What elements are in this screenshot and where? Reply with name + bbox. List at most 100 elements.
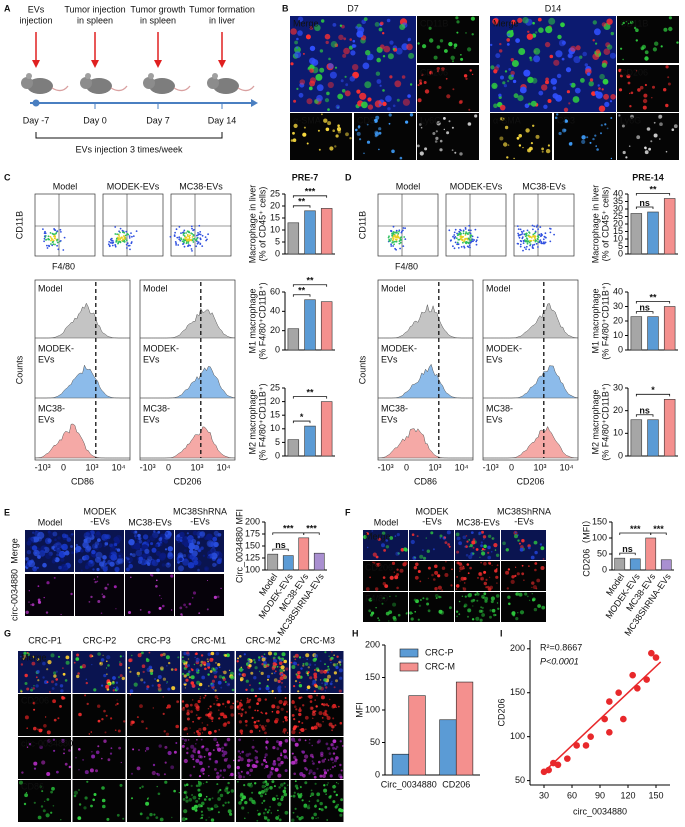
mouse-head [80,77,92,89]
micrograph-speckle [287,732,288,733]
flow-event [524,247,526,249]
flow-event [118,241,120,243]
micrograph-speckle [325,98,329,102]
micrograph-speckle [102,799,106,803]
micrograph-speckle [137,716,139,718]
micrograph-speckle [277,802,281,806]
micrograph-speckle [325,793,327,795]
histogram-label: Model [38,283,63,293]
micrograph-speckle [493,543,497,547]
micrograph-speckle [46,611,48,613]
flow-event [467,233,469,235]
micrograph-speckle [426,537,427,538]
flow-event [125,231,127,233]
micrograph-speckle [21,663,23,665]
micrograph-speckle [482,607,484,609]
micrograph-speckle [233,760,234,761]
micrograph-speckle [456,584,460,588]
micrograph-speckle [174,751,177,754]
flow-event [392,237,394,239]
micrograph-speckle [265,765,268,768]
micrograph-speckle [610,53,616,59]
micrograph-speckle [95,545,98,548]
micrograph-speckle [333,739,337,743]
micrograph-speckle [439,148,442,151]
micrograph-speckle [555,50,562,57]
micrograph-speckle [170,765,174,769]
micrograph-speckle [602,63,607,68]
micrograph-speckle [417,42,419,44]
micrograph-speckle [264,800,266,802]
micrograph-speckle [95,769,98,772]
micrograph-speckle [230,773,234,777]
micrograph-speckle [495,614,497,616]
micrograph-speckle [203,773,205,775]
micrograph-speckle [265,698,267,700]
y-axis-label: M1 macrophage [247,288,257,353]
micrograph-speckle [191,539,196,544]
micrograph-speckle [336,782,337,783]
micrograph-speckle [330,72,337,79]
y-tick-label: 100 [592,532,607,542]
micrograph-speckle [341,770,343,772]
micrograph-speckle [378,127,381,130]
micrograph-speckle [205,695,207,697]
y-tick-label: 0 [618,344,623,354]
micrograph-speckle [157,786,158,787]
x-tick-label: 10³ [85,462,98,472]
channel-label: CD3 [357,115,375,125]
micrograph-speckle [264,816,268,820]
micrograph-speckle [284,732,285,733]
flow-event [545,242,547,244]
micrograph-speckle [64,567,68,571]
micrograph-speckle [502,81,505,84]
micrograph-speckle [396,573,399,576]
micrograph-speckle [513,80,516,83]
micrograph-speckle [428,609,431,612]
micrograph-speckle [352,64,358,70]
flow-event [186,242,188,244]
micrograph-speckle [485,579,487,581]
flow-event [178,238,180,240]
micrograph-speckle [165,762,167,764]
micrograph-speckle [493,598,494,599]
micrograph-speckle [435,137,438,140]
micrograph-speckle [185,704,189,708]
micrograph-speckle [244,818,246,820]
micrograph-speckle [595,43,597,45]
flow-event [540,239,542,241]
step-label: EVs [28,4,45,14]
column-label: CRC-M1 [191,635,226,645]
x-tick-label: Circ_0034880 [381,779,437,789]
flow-event [119,232,121,234]
micrograph-speckle [178,565,184,571]
column-label: MODEK [415,506,448,516]
flow-event [133,235,135,237]
flow-event [136,230,138,232]
micrograph-speckle [545,26,552,33]
micrograph-speckle [382,102,386,106]
micrograph-speckle [336,105,340,109]
micrograph-speckle [408,38,411,41]
micrograph [75,574,124,616]
flow-event [455,242,457,244]
flow-plot [171,194,231,256]
micrograph-speckle [247,698,249,700]
micrograph-speckle [491,596,495,600]
micrograph-speckle [281,796,284,799]
micrograph-speckle [249,797,253,801]
micrograph-speckle [246,771,249,774]
micrograph-speckle [54,538,57,541]
micrograph-speckle [324,758,326,760]
micrograph-speckle [24,793,28,797]
micrograph-speckle [329,658,332,661]
micrograph-speckle [462,596,463,597]
x-tick-label: 10⁴ [455,462,469,472]
micrograph-speckle [76,654,79,657]
micrograph-speckle [202,722,203,723]
flow-event [57,248,59,250]
flow-event [176,228,178,230]
x-tick-label: -10³ [378,462,394,472]
point [606,729,613,736]
micrograph-speckle [409,611,412,614]
